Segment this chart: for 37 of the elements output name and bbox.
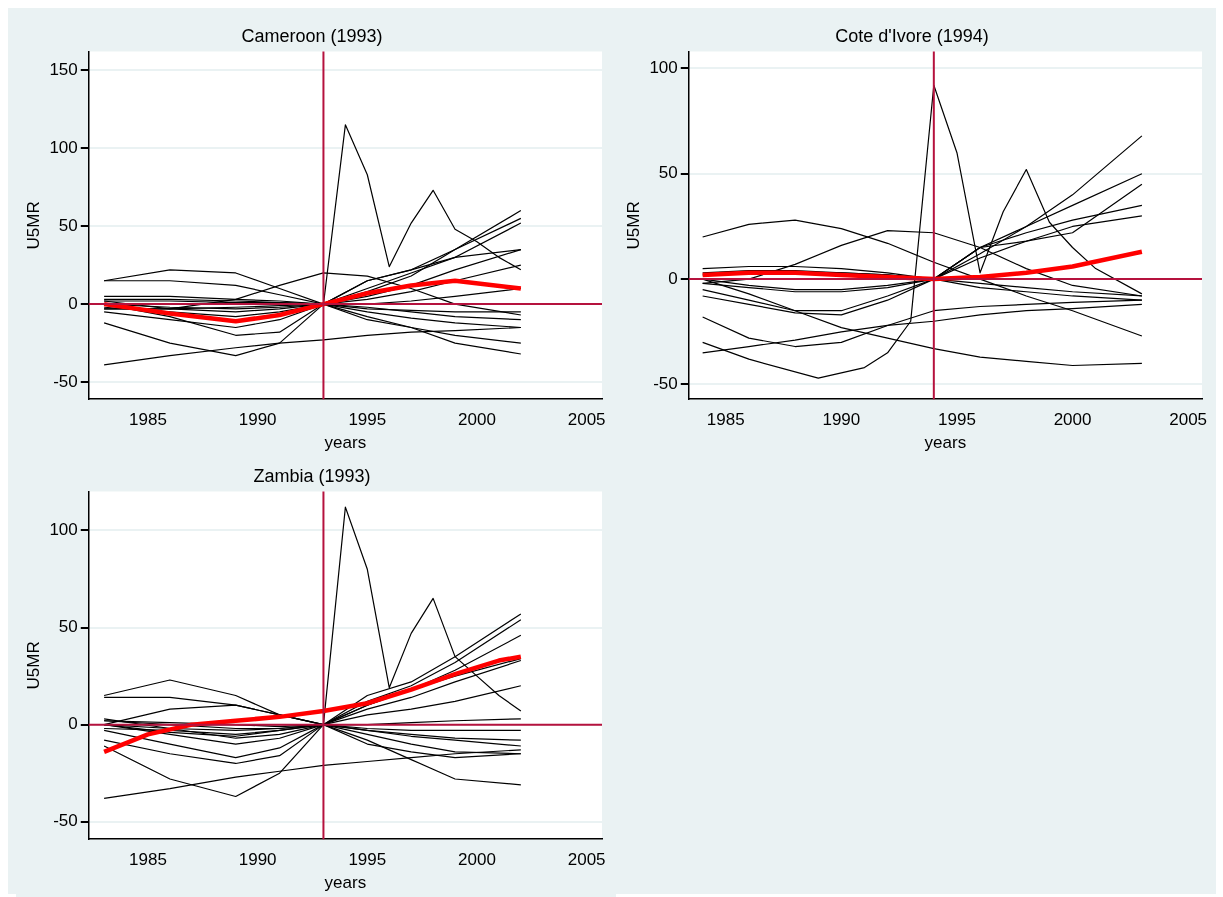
chart-title: Cote d'Ivore (1994) xyxy=(835,25,989,46)
y-tick-label: 50 xyxy=(658,163,678,183)
x-axis-title: years xyxy=(324,433,367,453)
y-tick-label: 50 xyxy=(58,215,78,235)
y-tick-label: 150 xyxy=(49,59,78,79)
x-tick-label: 1985 xyxy=(706,410,745,430)
y-tick-label: 0 xyxy=(68,293,78,313)
y-tick-label: 100 xyxy=(649,58,678,78)
y-axis-title: U5MR xyxy=(23,201,43,250)
x-axis-title: years xyxy=(924,433,967,453)
x-tick-label: 1990 xyxy=(822,410,861,430)
x-tick-label: 1990 xyxy=(238,410,277,430)
y-tick-label: 100 xyxy=(49,520,78,540)
y-tick-label: -50 xyxy=(53,371,78,391)
x-tick-label: 1995 xyxy=(348,850,387,870)
x-tick-label: 2005 xyxy=(1169,410,1208,430)
x-axis-title: years xyxy=(324,873,367,893)
y-axis-title: U5MR xyxy=(623,201,643,250)
y-tick-label: 50 xyxy=(58,617,78,637)
y-tick-label: -50 xyxy=(53,811,78,831)
x-tick-label: 2005 xyxy=(567,850,606,870)
y-tick-label: -50 xyxy=(653,374,678,394)
chart-title: Cameroon (1993) xyxy=(241,25,383,46)
y-tick-label: 100 xyxy=(49,137,78,157)
y-tick-label: 0 xyxy=(668,268,678,288)
x-tick-label: 1995 xyxy=(348,410,387,430)
x-tick-label: 1990 xyxy=(238,850,277,870)
x-tick-label: 1985 xyxy=(129,850,167,870)
x-tick-label: 2000 xyxy=(1053,410,1092,430)
y-tick-label: 0 xyxy=(68,714,78,734)
x-tick-label: 1995 xyxy=(938,410,976,430)
x-tick-label: 2000 xyxy=(458,410,496,430)
y-axis-title: U5MR xyxy=(23,641,43,690)
x-tick-label: 2005 xyxy=(567,410,606,430)
chart-title: Zambia (1993) xyxy=(253,465,371,486)
x-tick-label: 2000 xyxy=(458,850,496,870)
x-tick-label: 1985 xyxy=(129,410,167,430)
